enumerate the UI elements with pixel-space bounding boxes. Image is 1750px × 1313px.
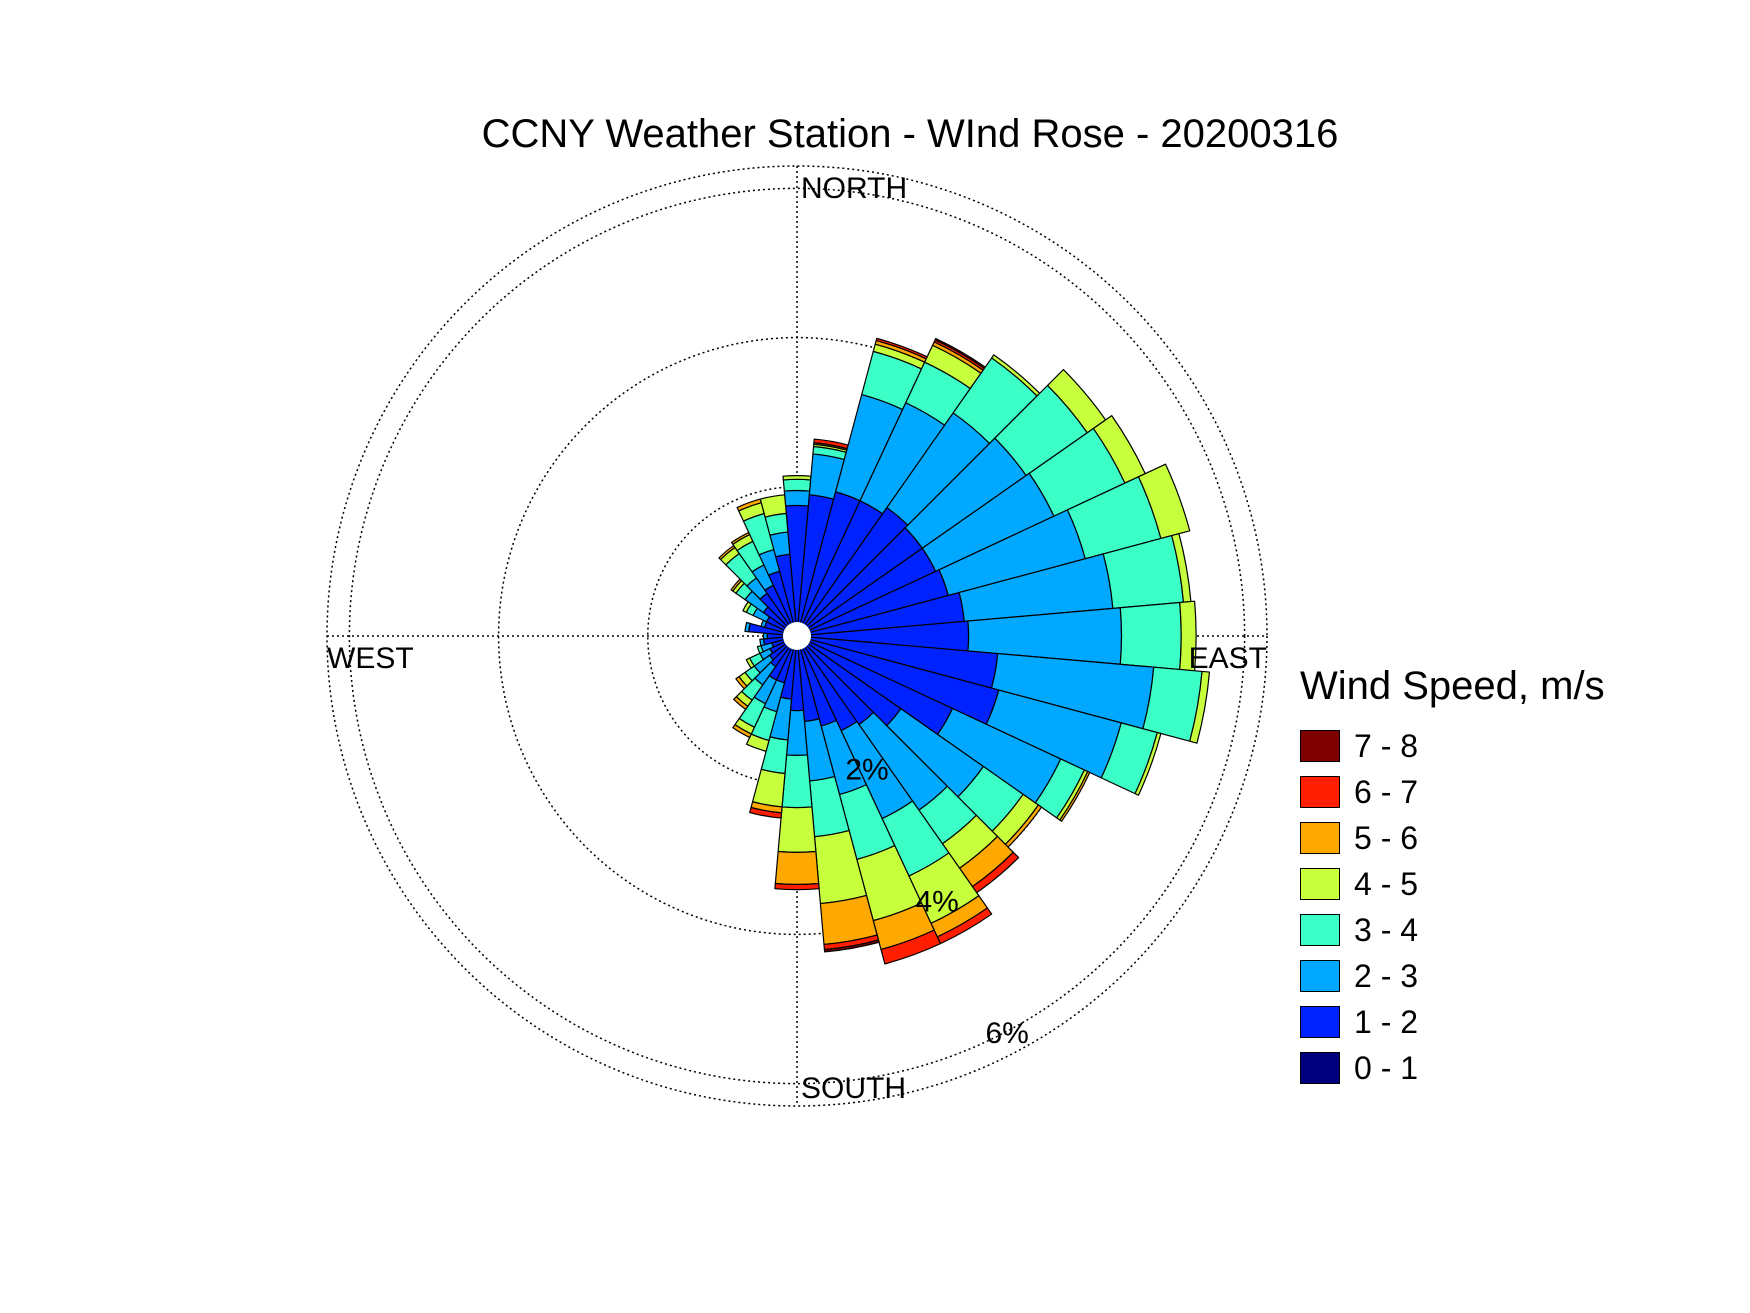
legend-label: 3 - 4 [1354, 911, 1419, 948]
rose-wedge [823, 939, 880, 953]
calm-center [783, 622, 811, 650]
legend-swatch [1300, 776, 1340, 808]
direction-label-west: WEST [327, 642, 414, 675]
legend-item: 3 - 4 [1300, 907, 1605, 953]
ring-label: 6% [985, 1017, 1028, 1050]
legend-swatch [1300, 730, 1340, 762]
legend-item: 0 - 1 [1300, 1045, 1605, 1091]
rose-wedge [762, 632, 768, 640]
rose-wedge [759, 494, 787, 518]
legend-swatch [1300, 822, 1340, 854]
rose-wedge [732, 724, 752, 739]
rose-wedge [782, 478, 812, 492]
legend-item: 5 - 6 [1300, 815, 1605, 861]
legend-title: Wind Speed, m/s [1300, 664, 1605, 708]
rose-wedge [1059, 770, 1091, 822]
rose-wedge [735, 676, 748, 690]
rose-wedge [1189, 670, 1211, 744]
rose-wedge [781, 754, 813, 809]
legend-label: 2 - 3 [1354, 957, 1419, 994]
legend-swatch [1300, 868, 1340, 900]
legend-swatch [1300, 1006, 1340, 1038]
rose-wedge [1137, 463, 1191, 540]
legend-item: 2 - 3 [1300, 953, 1605, 999]
ring-label: 4% [915, 885, 958, 918]
rose-wedge [774, 850, 820, 886]
rose-wedge [1119, 601, 1182, 671]
ring-label: 2% [845, 754, 888, 787]
legend-label: 4 - 5 [1354, 865, 1419, 902]
rose-wedge [782, 475, 812, 481]
rose-wedge [1134, 731, 1162, 796]
direction-label-north: NORTH [801, 172, 907, 205]
rose-wedge [759, 638, 766, 647]
grid-ring [348, 187, 1246, 1085]
rose-wedge [774, 882, 820, 891]
legend-label: 0 - 1 [1354, 1049, 1419, 1086]
legend-item: 7 - 8 [1300, 723, 1605, 769]
legend: Wind Speed, m/s 7 - 8 6 - 7 5 - 6 4 - 5 3 - … [1300, 664, 1605, 1091]
rose-wedge [733, 696, 749, 710]
rose-wedge [745, 657, 755, 669]
legend-swatch [1300, 914, 1340, 946]
legend-label: 1 - 2 [1354, 1003, 1419, 1040]
legend-swatch [1300, 960, 1340, 992]
rose-wedge [744, 621, 751, 633]
legend-label: 5 - 6 [1354, 819, 1419, 856]
legend-item: 1 - 2 [1300, 999, 1605, 1045]
chart-title: CCNY Weather Station - WInd Rose - 20200… [481, 112, 1339, 156]
legend-swatch [1300, 1052, 1340, 1084]
direction-label-east: EAST [1189, 642, 1267, 675]
legend-label: 6 - 7 [1354, 773, 1419, 810]
rose-wedge [745, 733, 770, 752]
legend-items: 7 - 8 6 - 7 5 - 6 4 - 5 3 - 4 2 - 3 1 - 2 0 - 1 [1300, 723, 1605, 1091]
rose-wedge [751, 768, 786, 808]
rose-wedge [783, 489, 811, 507]
legend-label: 7 - 8 [1354, 727, 1419, 764]
direction-label-south: SOUTH [801, 1072, 906, 1105]
legend-item: 6 - 7 [1300, 769, 1605, 815]
legend-item: 4 - 5 [1300, 861, 1605, 907]
rose-wedge [880, 929, 942, 965]
rose-wedge [756, 645, 764, 654]
rose-wedge [777, 806, 817, 853]
rose-wedge [749, 806, 783, 819]
